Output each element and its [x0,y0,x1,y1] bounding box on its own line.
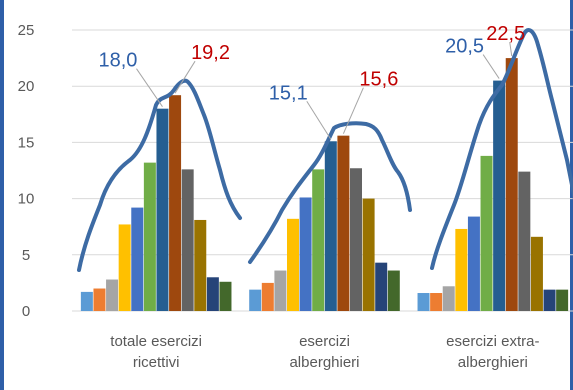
bar [375,262,388,311]
bar [206,277,219,311]
bar [287,218,299,311]
annotations: 18,0 19,2 15,1 15,6 20,522,5 [98,23,525,140]
outline-extra-alberghieri [430,28,573,270]
category-label: ricettivi [133,354,180,371]
bar [467,216,480,311]
bar [543,289,556,311]
outline-totale [77,78,242,272]
data-label: 15,1 [269,82,308,104]
category-label: esercizi extra- [446,333,539,350]
annotation-leader [342,87,364,134]
bar [118,224,131,311]
y-tick-label: 10 [18,191,35,208]
bar [493,80,506,311]
bar [324,141,337,311]
bar [518,171,531,311]
y-tick-label: 5 [22,247,30,264]
bar [556,289,569,311]
bar [106,279,119,311]
data-label: 19,2 [191,42,230,64]
bar [181,169,194,311]
gridlines [72,29,573,312]
category-label: esercizi [299,333,350,350]
bar-chart: 18,0 19,2 15,1 15,6 20,522,5 0 5 10 15 20 25 total… [18,22,573,371]
bar [417,293,430,311]
category-label: alberghieri [289,354,359,371]
category-label: alberghieri [458,354,528,371]
bar [261,282,274,311]
bar [194,219,207,311]
bar [80,291,93,311]
bar [350,168,362,311]
bar [93,288,106,311]
data-label: 20,5 [445,36,484,58]
category-label: totale esercizi [110,333,202,350]
bars [80,58,569,312]
bar [143,162,156,311]
bar [387,270,400,311]
bar [156,108,169,312]
bar [455,228,468,311]
annotation-leader [174,60,196,94]
axis-labels: 0 5 10 15 20 25 totale esercizi ricettivi eserci… [18,22,540,371]
y-tick-label: 0 [22,303,30,320]
bar [362,198,375,311]
bar [274,270,287,311]
bar [505,58,518,311]
data-label: 15,6 [359,69,398,91]
bar [131,207,144,311]
bar [430,293,443,311]
data-label: 18,0 [98,50,137,72]
bar [219,281,232,311]
bar [312,169,325,311]
y-tick-label: 15 [18,134,35,151]
bar [169,95,182,311]
bar [299,197,312,311]
annotation-leader [306,101,332,140]
bar [249,289,262,311]
y-tick-label: 25 [18,22,35,39]
bar [530,236,543,311]
annotation-leader [136,68,163,107]
annotation-leader [482,54,500,79]
bar [480,155,493,311]
bar [442,286,455,311]
annotation-leader [509,42,513,57]
bar [337,135,350,311]
y-tick-label: 20 [18,78,35,95]
data-label: 22,5 [486,23,525,45]
